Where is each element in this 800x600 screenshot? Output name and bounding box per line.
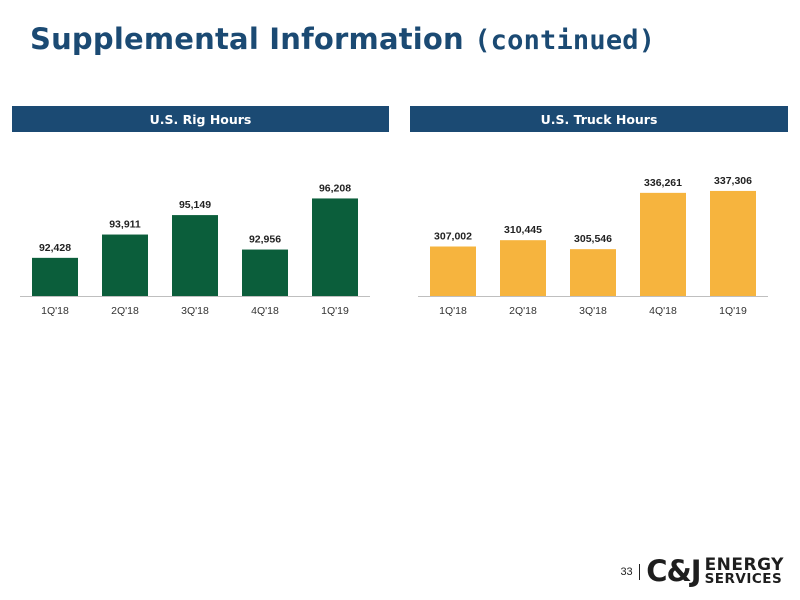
logo-wordmark: ENERGY SERVICES <box>704 555 784 588</box>
category-label: 2Q'18 <box>509 305 537 317</box>
bar <box>172 215 218 296</box>
value-label: 337,306 <box>714 175 752 187</box>
page-number: 33 <box>620 565 633 578</box>
bar <box>570 249 616 296</box>
category-label: 3Q'18 <box>181 305 209 317</box>
bar <box>242 249 288 296</box>
bar <box>312 198 358 296</box>
logo-word-services: SERVICES <box>704 571 783 588</box>
category-label: 1Q'18 <box>41 305 69 317</box>
title-continued: (continued) <box>474 25 656 56</box>
value-label: 92,956 <box>249 234 281 246</box>
logo-word-energy: ENERGY <box>704 555 784 576</box>
bar <box>710 190 756 296</box>
category-label: 2Q'18 <box>111 305 139 317</box>
value-label: 336,261 <box>644 177 682 189</box>
value-label: 310,445 <box>504 224 542 236</box>
bar <box>102 234 148 296</box>
category-label: 4Q'18 <box>649 305 677 317</box>
footer-divider <box>638 563 641 580</box>
value-label: 307,002 <box>434 230 472 242</box>
value-label: 92,428 <box>39 242 71 254</box>
category-label: 1Q'19 <box>321 305 349 317</box>
rig-hours-chart: 92,428 1Q'18 93,911 2Q'18 95,149 3Q'18 92,956 4… <box>20 182 370 317</box>
category-label: 1Q'19 <box>719 305 747 317</box>
category-label: 1Q'18 <box>439 305 467 317</box>
logo-mark: C&J <box>646 554 701 588</box>
truck-hours-header: U.S. Truck Hours <box>410 106 788 132</box>
bar <box>430 246 476 296</box>
rig-hours-header: U.S. Rig Hours <box>12 106 389 132</box>
category-label: 4Q'18 <box>251 305 279 317</box>
footer: 33 C&J ENERGY SERVICES <box>620 554 784 588</box>
value-label: 305,546 <box>574 233 612 245</box>
value-label: 95,149 <box>179 199 211 211</box>
value-label: 96,208 <box>319 182 351 194</box>
bar <box>32 257 78 296</box>
company-logo: C&J ENERGY SERVICES <box>646 554 784 588</box>
truck-hours-chart: 307,002 1Q'18 310,445 2Q'18 305,546 3Q'18 336,… <box>418 175 768 317</box>
category-label: 3Q'18 <box>579 305 607 317</box>
page-title: Supplemental Information (continued) <box>30 22 655 56</box>
bar <box>640 192 686 296</box>
bar <box>500 240 546 296</box>
value-label: 93,911 <box>109 219 141 231</box>
title-main: Supplemental Information <box>30 22 464 56</box>
